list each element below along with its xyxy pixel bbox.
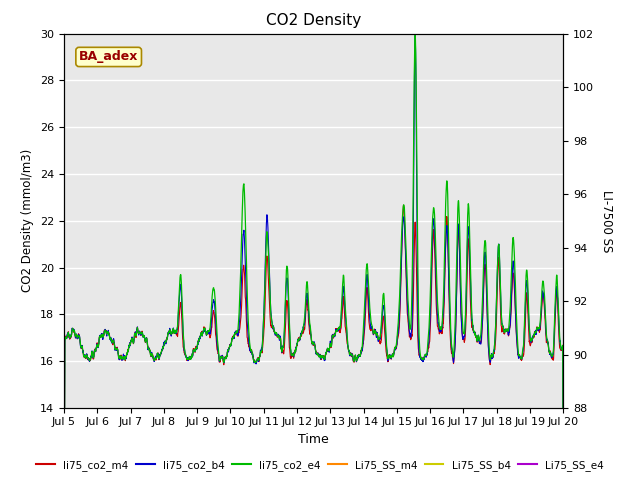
- Y-axis label: CO2 Density (mmol/m3): CO2 Density (mmol/m3): [22, 149, 35, 292]
- X-axis label: Time: Time: [298, 432, 329, 445]
- Title: CO2 Density: CO2 Density: [266, 13, 361, 28]
- Text: BA_adex: BA_adex: [79, 50, 138, 63]
- Legend: li75_co2_m4, li75_co2_b4, li75_co2_e4, Li75_SS_m4, Li75_SS_b4, Li75_SS_e4: li75_co2_m4, li75_co2_b4, li75_co2_e4, L…: [32, 456, 608, 475]
- Y-axis label: LI-7500 SS: LI-7500 SS: [600, 190, 614, 252]
